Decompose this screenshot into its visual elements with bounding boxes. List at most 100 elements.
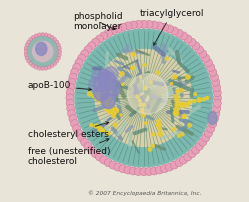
- Circle shape: [44, 33, 48, 37]
- Circle shape: [108, 95, 112, 99]
- Circle shape: [38, 66, 41, 70]
- Circle shape: [204, 59, 212, 67]
- Circle shape: [53, 38, 57, 41]
- Circle shape: [165, 57, 168, 60]
- Circle shape: [175, 103, 179, 106]
- Circle shape: [197, 98, 201, 102]
- Circle shape: [112, 109, 115, 112]
- Circle shape: [182, 114, 186, 118]
- Circle shape: [108, 110, 111, 114]
- Circle shape: [120, 72, 124, 76]
- Circle shape: [213, 99, 221, 107]
- Circle shape: [99, 99, 102, 103]
- Circle shape: [177, 135, 180, 137]
- Circle shape: [131, 66, 134, 70]
- Circle shape: [105, 102, 109, 105]
- Circle shape: [114, 108, 119, 113]
- Circle shape: [91, 38, 99, 46]
- Circle shape: [158, 127, 162, 130]
- Circle shape: [157, 119, 160, 122]
- Circle shape: [189, 101, 191, 104]
- Circle shape: [95, 153, 104, 161]
- Ellipse shape: [36, 42, 47, 55]
- Circle shape: [114, 25, 122, 33]
- Circle shape: [209, 120, 217, 128]
- Circle shape: [29, 38, 32, 41]
- Circle shape: [181, 133, 184, 136]
- Circle shape: [184, 102, 188, 107]
- Circle shape: [103, 94, 107, 98]
- Circle shape: [140, 168, 148, 176]
- Circle shape: [106, 103, 109, 107]
- Circle shape: [158, 132, 162, 136]
- Circle shape: [106, 107, 110, 111]
- Circle shape: [70, 68, 79, 76]
- Circle shape: [179, 88, 183, 93]
- Circle shape: [188, 150, 196, 158]
- Circle shape: [81, 138, 89, 146]
- Circle shape: [134, 167, 142, 176]
- Circle shape: [69, 115, 77, 123]
- Circle shape: [213, 94, 221, 102]
- Circle shape: [104, 98, 108, 102]
- Circle shape: [72, 125, 81, 133]
- Text: triacylglycerol: triacylglycerol: [140, 9, 204, 45]
- Circle shape: [106, 131, 110, 135]
- Circle shape: [192, 146, 200, 154]
- Circle shape: [33, 41, 53, 62]
- Circle shape: [72, 63, 81, 71]
- Circle shape: [57, 56, 60, 60]
- Circle shape: [202, 98, 205, 101]
- Circle shape: [188, 38, 196, 46]
- Circle shape: [206, 97, 209, 100]
- Ellipse shape: [101, 93, 115, 109]
- Circle shape: [27, 40, 30, 44]
- Circle shape: [199, 138, 207, 146]
- Circle shape: [31, 35, 35, 39]
- Circle shape: [145, 122, 147, 124]
- Circle shape: [78, 54, 86, 62]
- Circle shape: [68, 110, 76, 118]
- Circle shape: [139, 76, 142, 79]
- Circle shape: [150, 21, 158, 29]
- Circle shape: [124, 166, 132, 174]
- Circle shape: [157, 122, 161, 127]
- Circle shape: [100, 156, 108, 164]
- Circle shape: [152, 133, 155, 136]
- Circle shape: [34, 66, 38, 69]
- Circle shape: [180, 32, 187, 40]
- Circle shape: [95, 124, 98, 128]
- Circle shape: [143, 103, 146, 106]
- Circle shape: [87, 92, 92, 96]
- Circle shape: [112, 114, 115, 118]
- Circle shape: [140, 20, 148, 28]
- Circle shape: [109, 83, 113, 87]
- Circle shape: [58, 46, 61, 50]
- Circle shape: [90, 124, 93, 126]
- Circle shape: [110, 100, 113, 103]
- Circle shape: [41, 67, 45, 70]
- Circle shape: [120, 114, 122, 116]
- Circle shape: [84, 142, 92, 150]
- Circle shape: [119, 165, 127, 173]
- Circle shape: [58, 50, 62, 53]
- Circle shape: [48, 34, 51, 37]
- Circle shape: [34, 34, 38, 37]
- Circle shape: [94, 88, 98, 92]
- Circle shape: [109, 161, 117, 169]
- Circle shape: [150, 81, 152, 83]
- Circle shape: [207, 125, 215, 133]
- Circle shape: [111, 103, 114, 106]
- Circle shape: [204, 129, 212, 137]
- Circle shape: [75, 29, 212, 167]
- Circle shape: [81, 50, 89, 58]
- Circle shape: [93, 77, 108, 92]
- Circle shape: [89, 77, 104, 92]
- Circle shape: [104, 29, 112, 37]
- Circle shape: [67, 83, 75, 92]
- Ellipse shape: [94, 85, 109, 101]
- Circle shape: [175, 29, 183, 37]
- Circle shape: [101, 129, 105, 132]
- Circle shape: [24, 53, 28, 57]
- Circle shape: [209, 68, 217, 76]
